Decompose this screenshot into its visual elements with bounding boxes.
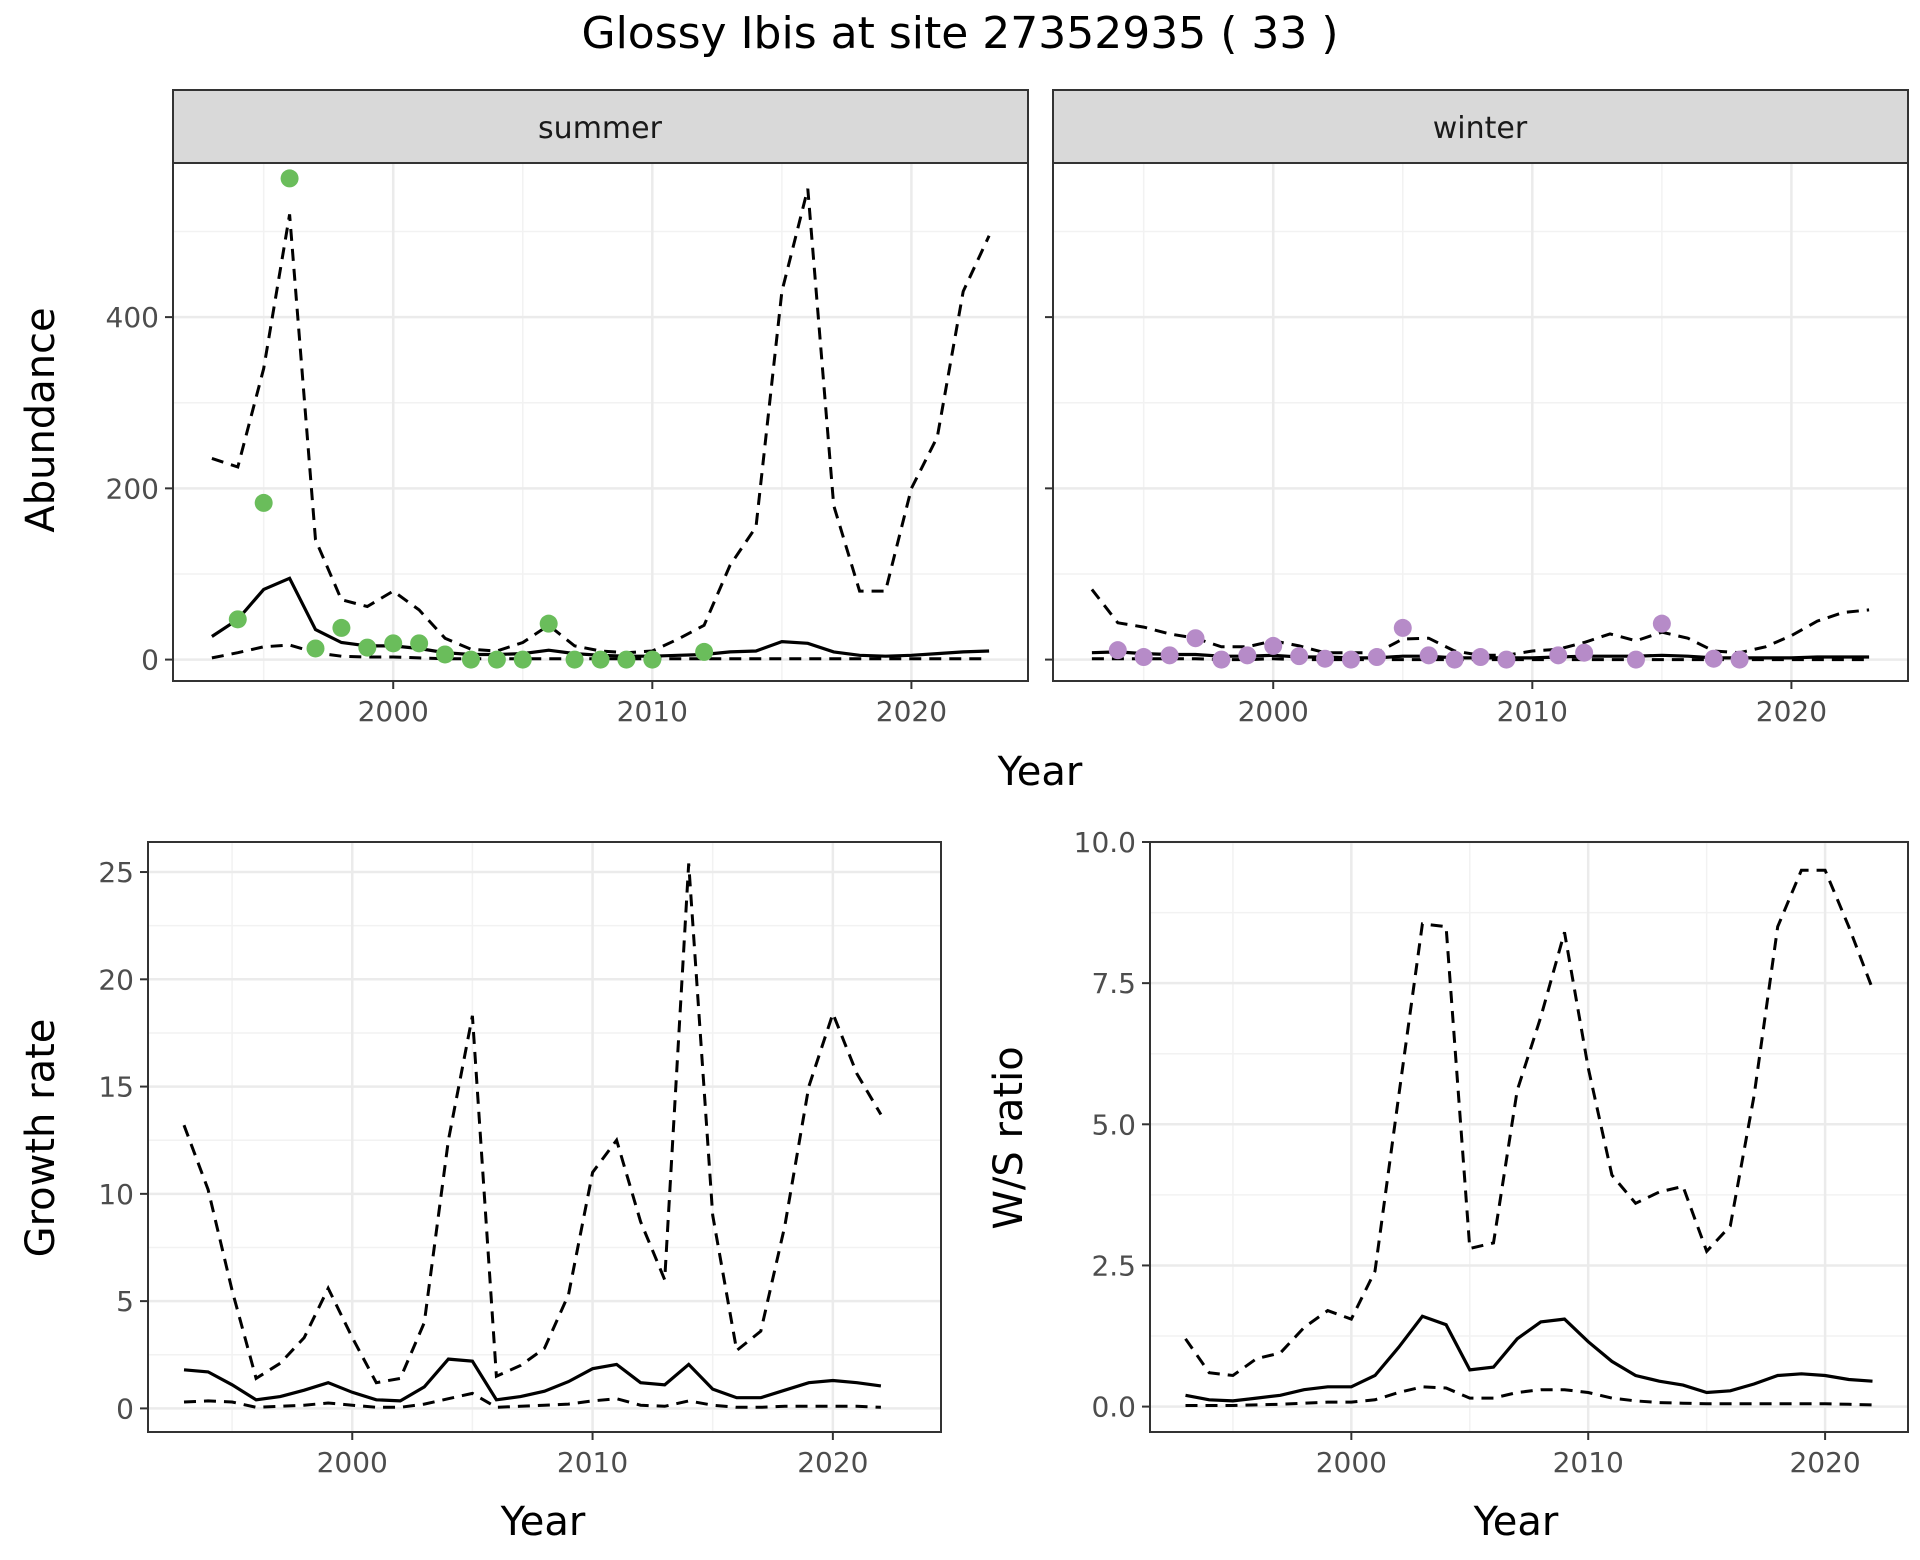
growth-x-axis-title: Year xyxy=(500,1499,586,1545)
growth-y-tick-label: 20 xyxy=(98,963,134,996)
abundance-winter-panel: 2000 2010 2020 xyxy=(1045,89,1909,728)
abundance-summer-observed-point xyxy=(643,650,662,669)
ws-ratio-lower-bound-line xyxy=(1185,1385,1873,1407)
growth-y-tick-label: 10 xyxy=(98,1178,134,1211)
abundance-winter-x-tick-label: 2000 xyxy=(1238,695,1309,728)
abundance-winter-observed-point xyxy=(1341,650,1360,669)
abundance-summer-observed-point xyxy=(513,650,532,669)
abundance-winter-observed-point xyxy=(1238,646,1257,665)
growth-x-tick-label: 2020 xyxy=(797,1446,868,1479)
abundance-summer-x-tick-label: 2020 xyxy=(876,695,947,728)
growth-y-tick-label: 0 xyxy=(116,1392,134,1425)
abundance-summer-x-tick-label: 2010 xyxy=(617,695,688,728)
abundance-winter-observed-point xyxy=(1730,650,1749,669)
growth-x-tick-label: 2010 xyxy=(557,1446,628,1479)
ws-ratio-panel-border xyxy=(1149,841,1909,1433)
abundance-summer-observed-point xyxy=(332,618,351,637)
abundance-summer-observed-point xyxy=(539,614,558,633)
abundance-summer-observed-point xyxy=(436,645,455,664)
abundance-winter-observed-point xyxy=(1575,643,1594,662)
abundance-winter-observed-point xyxy=(1186,629,1205,648)
ws-ratio-x-tick-label: 2000 xyxy=(1316,1446,1387,1479)
abundance-winter-observed-point xyxy=(1419,646,1438,665)
ws-ratio-y-tick-label: 2.5 xyxy=(1091,1249,1136,1282)
ws-ratio-panel: 2000 2010 2020 0.0 2.5 5.0 7.5 10.0 xyxy=(1074,826,1909,1479)
ws-ratio-x-axis-title: Year xyxy=(1473,1499,1559,1545)
abundance-summer-observed-point xyxy=(358,638,377,657)
abundance-summer-upper-bound-line xyxy=(211,188,991,655)
abundance-summer-y-tick-label: 200 xyxy=(106,472,159,505)
ws-ratio-y-axis-title: W/S ratio xyxy=(986,1046,1032,1229)
ws-ratio-y-tick-label: 5.0 xyxy=(1091,1108,1136,1141)
abundance-winter-plot-background xyxy=(1053,163,1908,681)
growth-panel: 2000 2010 2020 0 5 10 15 20 25 xyxy=(98,841,942,1479)
abundance-summer-observed-point xyxy=(280,169,299,188)
abundance-winter-observed-point xyxy=(1626,650,1645,669)
growth-y-tick-label: 15 xyxy=(98,1071,134,1104)
abundance-y-axis-title: Abundance xyxy=(18,307,64,532)
growth-y-tick-label: 5 xyxy=(116,1285,134,1318)
growth-upper-bound-line xyxy=(182,863,883,1385)
growth-y-axis-title: Growth rate xyxy=(18,1019,64,1258)
abundance-summer-plot-background xyxy=(173,163,1028,681)
abundance-summer-x-tick-label: 2000 xyxy=(358,695,429,728)
growth-lower-bound-line xyxy=(183,1391,881,1409)
abundance-summer-observed-point xyxy=(410,634,429,653)
abundance-winter-observed-point xyxy=(1290,647,1309,666)
abundance-summer-panel: 2000 2010 2020 0 200 400 xyxy=(106,89,1029,728)
abundance-winter-observed-point xyxy=(1393,618,1412,637)
figure-title: Glossy Ibis at site 27352935 ( 33 ) xyxy=(581,8,1338,59)
abundance-winter-observed-point xyxy=(1160,646,1179,665)
abundance-winter-observed-point xyxy=(1212,650,1231,669)
abundance-summer-observed-point xyxy=(487,650,506,669)
abundance-winter-observed-point xyxy=(1134,648,1153,667)
abundance-winter-observed-point xyxy=(1367,648,1386,667)
abundance-winter-observed-point xyxy=(1497,650,1516,669)
abundance-winter-x-tick-label: 2010 xyxy=(1497,695,1568,728)
abundance-winter-observed-point xyxy=(1108,641,1127,660)
growth-y-tick-label: 25 xyxy=(98,856,134,889)
ws-ratio-upper-bound-line xyxy=(1184,868,1874,1378)
abundance-winter-observed-point xyxy=(1549,646,1568,665)
abundance-winter-x-tick-label: 2020 xyxy=(1756,695,1827,728)
abundance-winter-observed-point xyxy=(1652,614,1671,633)
abundance-winter-observed-point xyxy=(1316,649,1335,668)
growth-x-tick-label: 2000 xyxy=(317,1446,388,1479)
growth-estimate-line xyxy=(183,1357,882,1403)
ws-ratio-y-tick-label: 7.5 xyxy=(1091,967,1136,1000)
abundance-summer-y-tick-label: 400 xyxy=(106,301,159,334)
ws-ratio-plot-background xyxy=(1150,842,1908,1432)
ws-ratio-y-tick-label: 0.0 xyxy=(1091,1391,1136,1424)
abundance-summer-observed-point xyxy=(695,642,714,661)
abundance-summer-strip-background xyxy=(172,89,1029,164)
abundance-winter-observed-point xyxy=(1264,636,1283,655)
abundance-summer-observed-point xyxy=(617,650,636,669)
abundance-summer-observed-point xyxy=(228,610,247,629)
ws-ratio-x-tick-label: 2020 xyxy=(1789,1446,1860,1479)
abundance-winter-observed-point xyxy=(1704,649,1723,668)
growth-panel-border xyxy=(147,841,942,1433)
abundance-winter-strip-background xyxy=(1052,89,1909,164)
abundance-winter-observed-point xyxy=(1471,648,1490,667)
abundance-summer-observed-point xyxy=(384,634,403,653)
abundance-summer-observed-point xyxy=(591,650,610,669)
strip-label-summer: summer xyxy=(538,111,663,146)
abundance-summer-observed-point xyxy=(461,650,480,669)
ws-ratio-x-tick-label: 2010 xyxy=(1553,1446,1624,1479)
strip-label-winter: winter xyxy=(1433,111,1528,146)
ws-ratio-estimate-line xyxy=(1185,1314,1873,1403)
abundance-summer-observed-point xyxy=(306,639,325,658)
growth-plot-background xyxy=(148,842,941,1432)
abundance-winter-observed-point xyxy=(1445,650,1464,669)
ws-ratio-y-tick-label: 10.0 xyxy=(1074,826,1136,859)
abundance-summer-y-tick-label: 0 xyxy=(141,644,159,677)
abundance-summer-observed-point xyxy=(565,650,584,669)
abundance-x-axis-title: Year xyxy=(997,749,1083,795)
abundance-summer-observed-point xyxy=(254,493,273,512)
